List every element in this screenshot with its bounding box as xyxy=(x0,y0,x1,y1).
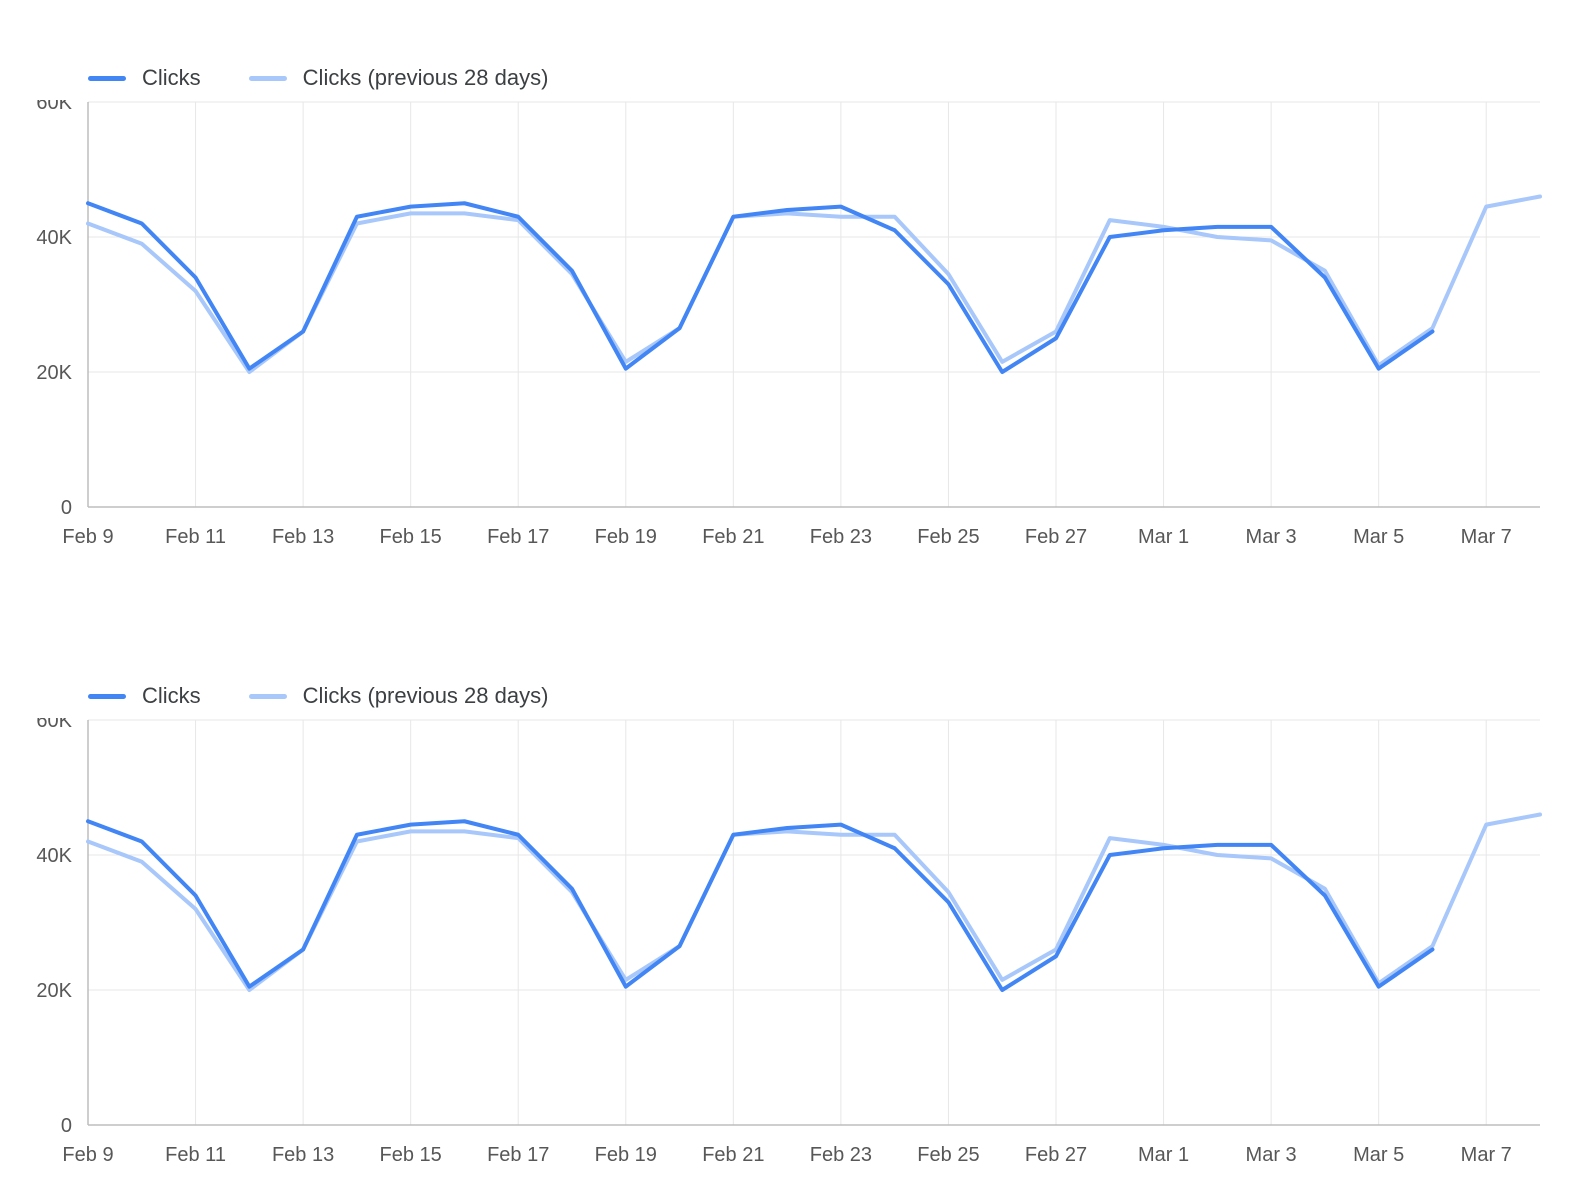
svg-text:Feb 13: Feb 13 xyxy=(272,1144,334,1166)
svg-text:40K: 40K xyxy=(36,227,72,249)
clicks-chart-top: Clicks Clicks (previous 28 days) 0 20K 40K… xyxy=(0,0,1572,570)
legend-item-clicks-previous: Clicks (previous 28 days) xyxy=(248,65,549,91)
legend-label-clicks-previous: Clicks (previous 28 days) xyxy=(302,683,549,708)
svg-text:Feb 21: Feb 21 xyxy=(702,1144,764,1166)
svg-text:40K: 40K xyxy=(36,845,72,867)
svg-text:Feb 25: Feb 25 xyxy=(917,526,979,548)
chart-legend: Clicks Clicks (previous 28 days) xyxy=(88,56,1572,100)
clicks-previous-series-swatch xyxy=(248,75,287,81)
svg-text:Mar 5: Mar 5 xyxy=(1353,1144,1404,1166)
legend-item-clicks: Clicks xyxy=(88,65,201,91)
line-plot-bottom: 0 20K 40K 60K Feb 9 Feb 11 Feb 13 Feb 15 Feb 17 F… xyxy=(36,718,1542,1166)
svg-text:Mar 7: Mar 7 xyxy=(1461,526,1512,548)
svg-text:Feb 23: Feb 23 xyxy=(810,526,872,548)
clicks-chart-bottom: Clicks Clicks (previous 28 days) 0 20K 40K… xyxy=(0,674,1572,1188)
svg-text:Feb 27: Feb 27 xyxy=(1025,526,1087,548)
svg-text:Feb 19: Feb 19 xyxy=(595,1144,657,1166)
clicks-previous-series-swatch xyxy=(248,693,287,699)
chart-legend: Clicks Clicks (previous 28 days) xyxy=(88,674,1572,718)
legend-item-clicks: Clicks xyxy=(88,683,201,709)
svg-text:60K: 60K xyxy=(36,718,72,732)
clicks-series-swatch xyxy=(88,693,126,699)
line-plot-top: 0 20K 40K 60K Feb 9 Feb 11 Feb 13 Feb 15 Feb 17 F… xyxy=(36,100,1542,548)
svg-text:Mar 1: Mar 1 xyxy=(1138,1144,1189,1166)
svg-text:Mar 5: Mar 5 xyxy=(1353,526,1404,548)
clicks-series-swatch xyxy=(88,75,126,81)
svg-text:20K: 20K xyxy=(36,362,72,384)
svg-text:0: 0 xyxy=(61,1115,72,1137)
svg-text:20K: 20K xyxy=(36,980,72,1002)
svg-text:Mar 7: Mar 7 xyxy=(1461,1144,1512,1166)
svg-text:Feb 17: Feb 17 xyxy=(487,1144,549,1166)
svg-text:0: 0 xyxy=(61,497,72,519)
svg-text:Feb 17: Feb 17 xyxy=(487,526,549,548)
svg-text:Feb 13: Feb 13 xyxy=(272,526,334,548)
svg-text:Feb 11: Feb 11 xyxy=(165,1144,226,1166)
svg-text:60K: 60K xyxy=(36,100,72,114)
svg-text:Feb 15: Feb 15 xyxy=(380,526,442,548)
svg-text:Feb 9: Feb 9 xyxy=(62,1144,113,1166)
svg-text:Feb 23: Feb 23 xyxy=(810,1144,872,1166)
svg-text:Feb 11: Feb 11 xyxy=(165,526,226,548)
legend-item-clicks-previous: Clicks (previous 28 days) xyxy=(248,683,549,709)
svg-text:Feb 25: Feb 25 xyxy=(917,1144,979,1166)
legend-label-clicks: Clicks xyxy=(142,65,201,90)
legend-label-clicks: Clicks xyxy=(142,683,201,708)
svg-text:Feb 21: Feb 21 xyxy=(702,526,764,548)
svg-text:Feb 27: Feb 27 xyxy=(1025,1144,1087,1166)
svg-text:Feb 19: Feb 19 xyxy=(595,526,657,548)
svg-text:Mar 3: Mar 3 xyxy=(1246,526,1297,548)
svg-text:Mar 1: Mar 1 xyxy=(1138,526,1189,548)
legend-label-clicks-previous: Clicks (previous 28 days) xyxy=(302,65,549,90)
svg-text:Feb 9: Feb 9 xyxy=(62,526,113,548)
svg-text:Mar 3: Mar 3 xyxy=(1246,1144,1297,1166)
svg-text:Feb 15: Feb 15 xyxy=(380,1144,442,1166)
